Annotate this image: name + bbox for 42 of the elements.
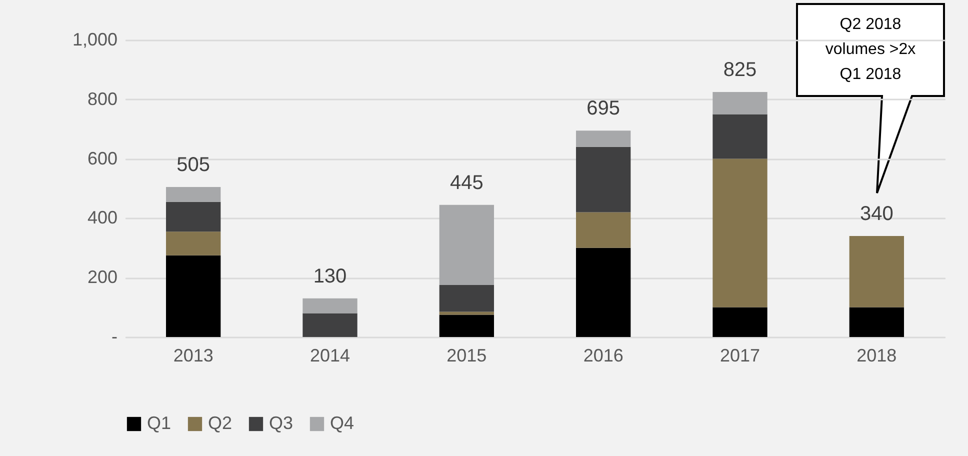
total-label: 445 xyxy=(450,172,484,194)
total-label: 130 xyxy=(313,265,347,288)
bar xyxy=(576,146,631,212)
x-tick-label: 2013 xyxy=(173,346,214,366)
x-tick-label: 2015 xyxy=(446,346,487,366)
bar xyxy=(439,285,494,312)
bar xyxy=(576,130,631,147)
total-label: 505 xyxy=(176,154,210,176)
legend-label: Q3 xyxy=(269,413,294,433)
annotation: Q2 2018 volumes >2x Q1 2018 xyxy=(824,15,917,85)
bar xyxy=(849,236,904,308)
y-tick-label: 200 xyxy=(87,267,118,288)
total-label: 695 xyxy=(586,98,620,120)
bar xyxy=(712,114,768,159)
x-tick-label: 2016 xyxy=(583,346,624,366)
y-tick-label: 600 xyxy=(87,148,118,168)
y-tick-label: 800 xyxy=(87,88,118,109)
bar xyxy=(302,313,358,337)
bar xyxy=(712,92,768,114)
legend-label: Q2 xyxy=(208,413,232,433)
x-tick-label: 2014 xyxy=(310,346,350,366)
bar xyxy=(712,158,768,308)
bar xyxy=(166,232,221,256)
x-tick-label: 2017 xyxy=(720,346,760,366)
bar xyxy=(166,202,221,232)
total-label: 825 xyxy=(723,58,757,81)
y-tick-label: - xyxy=(112,326,118,346)
legend-label: Q1 xyxy=(147,413,172,433)
total-label: 340 xyxy=(860,203,894,226)
bar xyxy=(712,307,768,337)
bar xyxy=(166,187,221,202)
y-tick-label: 400 xyxy=(87,208,118,228)
bar xyxy=(439,314,494,337)
bar xyxy=(849,307,904,337)
bar xyxy=(439,204,494,286)
legend-label: Q4 xyxy=(330,413,354,433)
bar xyxy=(576,212,631,248)
x-tick-label: 2018 xyxy=(856,346,897,366)
bar xyxy=(302,298,358,314)
y-tick-label: 1,000 xyxy=(72,30,118,50)
bar xyxy=(576,248,631,337)
bar xyxy=(166,255,221,337)
